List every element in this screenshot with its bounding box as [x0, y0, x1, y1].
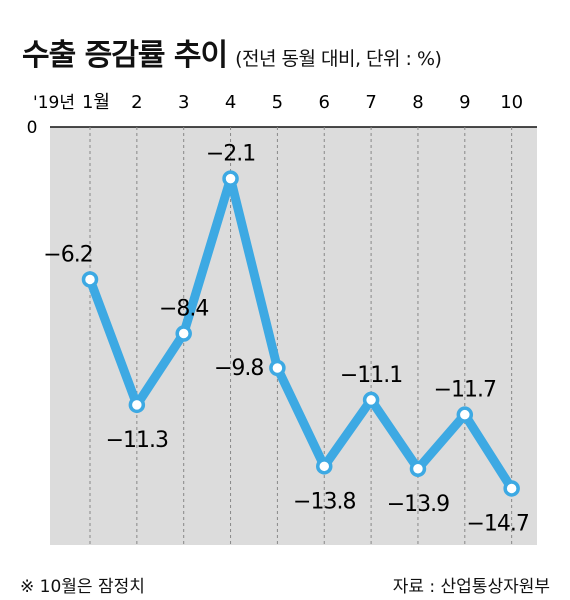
x-tick-label: 2	[131, 92, 142, 113]
year-label: '19년	[33, 93, 75, 113]
x-tick-label: 1월	[82, 92, 110, 113]
chart-header: 수출 증감률 추이 (전년 동월 대비, 단위 : %)	[22, 30, 442, 74]
data-point	[175, 325, 192, 342]
data-point	[81, 271, 99, 288]
source-credit: 자료 : 산업통상자원부	[392, 577, 550, 597]
provisional-note: ※ 10월은 잠정치	[20, 577, 145, 597]
data-label: −11.1	[340, 363, 402, 388]
data-point	[269, 359, 286, 377]
x-tick-label: 8	[412, 92, 423, 113]
series-line	[85, 174, 517, 493]
x-tick-label: 3	[178, 92, 189, 113]
plot-area	[50, 127, 537, 545]
data-point	[222, 170, 239, 187]
x-tick-label: 5	[272, 92, 283, 113]
data-label: −14.7	[466, 511, 528, 536]
data-point	[456, 406, 474, 423]
data-point	[409, 460, 427, 478]
data-point	[503, 480, 520, 497]
chart-title: 수출 증감률 추이	[22, 38, 228, 73]
y-tick-label: 0	[27, 118, 38, 138]
x-tick-label: 7	[365, 92, 376, 113]
x-tick-label: 10	[500, 92, 523, 113]
data-point	[362, 391, 380, 409]
x-tick-label: 4	[225, 92, 236, 113]
data-label: −11.7	[434, 378, 496, 403]
data-point	[316, 458, 333, 475]
x-tick-label: 6	[319, 92, 330, 113]
data-label: −9.8	[214, 356, 263, 381]
data-label: −6.2	[43, 242, 92, 267]
data-point	[128, 396, 146, 414]
data-label: −2.1	[206, 142, 255, 167]
data-label: −8.4	[159, 297, 208, 322]
data-label: −11.3	[106, 428, 168, 453]
data-label: −13.9	[387, 492, 449, 517]
chart-subtitle: (전년 동월 대비, 단위 : %)	[235, 48, 442, 70]
x-tick-label: 9	[459, 92, 470, 113]
data-label: −13.8	[293, 489, 355, 514]
